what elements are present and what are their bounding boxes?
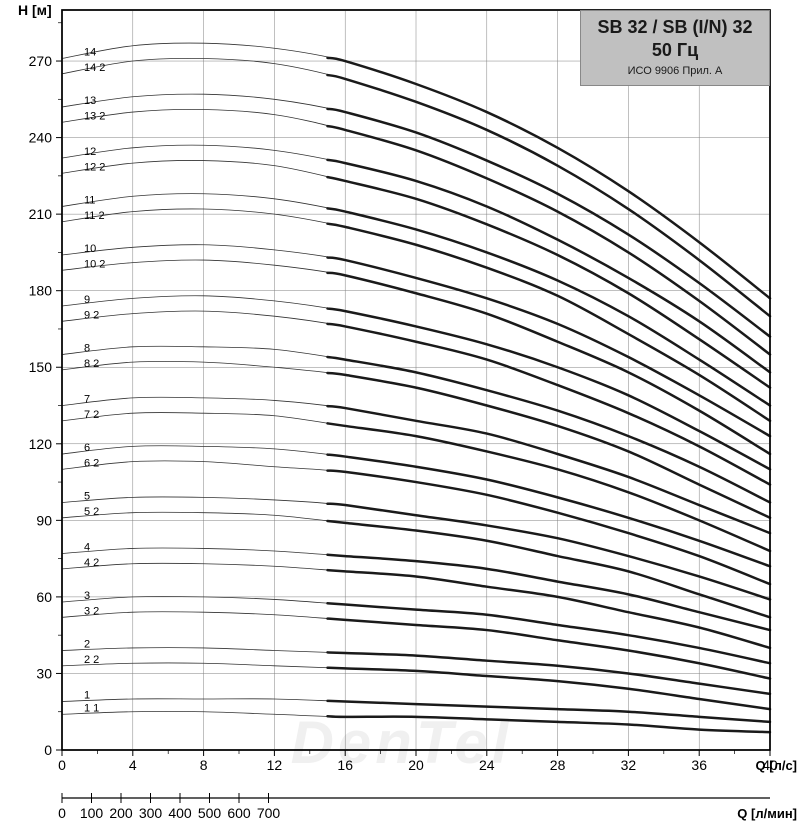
svg-text:9 2: 9 2 <box>84 309 99 321</box>
svg-text:7 2: 7 2 <box>84 409 99 421</box>
svg-text:Q [л/мин]: Q [л/мин] <box>737 806 797 821</box>
svg-text:14: 14 <box>84 46 96 58</box>
svg-text:5 2: 5 2 <box>84 506 99 518</box>
svg-text:210: 210 <box>29 206 53 222</box>
svg-text:14 2: 14 2 <box>84 62 105 74</box>
svg-text:0: 0 <box>44 742 52 758</box>
svg-text:60: 60 <box>36 589 52 605</box>
svg-text:7: 7 <box>84 394 90 406</box>
svg-text:0: 0 <box>58 757 66 773</box>
svg-text:100: 100 <box>80 805 104 821</box>
svg-text:90: 90 <box>36 512 52 528</box>
svg-text:3 2: 3 2 <box>84 605 99 617</box>
svg-text:12: 12 <box>84 146 96 158</box>
svg-text:24: 24 <box>479 757 495 773</box>
svg-text:4: 4 <box>129 757 137 773</box>
svg-text:10: 10 <box>84 243 96 255</box>
svg-text:10 2: 10 2 <box>84 258 105 270</box>
svg-text:600: 600 <box>227 805 251 821</box>
svg-text:13 2: 13 2 <box>84 110 105 122</box>
svg-text:0: 0 <box>58 805 66 821</box>
svg-text:12 2: 12 2 <box>84 161 105 173</box>
svg-text:H [м]: H [м] <box>18 2 52 18</box>
svg-text:4: 4 <box>84 542 90 554</box>
svg-text:3: 3 <box>84 590 90 602</box>
svg-text:180: 180 <box>29 283 53 299</box>
svg-text:270: 270 <box>29 53 53 69</box>
svg-text:8 2: 8 2 <box>84 358 99 370</box>
svg-text:13: 13 <box>84 95 96 107</box>
svg-text:12: 12 <box>267 757 283 773</box>
svg-text:6 2: 6 2 <box>84 457 99 469</box>
svg-text:150: 150 <box>29 359 53 375</box>
svg-text:20: 20 <box>408 757 424 773</box>
svg-text:500: 500 <box>198 805 222 821</box>
svg-text:300: 300 <box>139 805 163 821</box>
svg-text:5: 5 <box>84 490 90 502</box>
svg-text:6: 6 <box>84 442 90 454</box>
svg-text:28: 28 <box>550 757 566 773</box>
svg-text:400: 400 <box>168 805 192 821</box>
svg-text:4 2: 4 2 <box>84 557 99 569</box>
svg-text:Q [л/с]: Q [л/с] <box>756 758 797 773</box>
svg-text:240: 240 <box>29 130 53 146</box>
svg-text:11: 11 <box>84 194 95 206</box>
pump-curve-chart: 0481216202428323640030609012015018021024… <box>0 0 803 837</box>
svg-text:700: 700 <box>257 805 281 821</box>
svg-text:2: 2 <box>84 638 90 650</box>
svg-text:8: 8 <box>200 757 208 773</box>
svg-text:2 2: 2 2 <box>84 654 99 666</box>
svg-text:11 2: 11 2 <box>84 210 105 222</box>
chart-title-box: SB 32 / SB (I/N) 32 50 Гц ИСО 9906 Прил.… <box>580 10 770 86</box>
svg-text:9: 9 <box>84 294 90 306</box>
svg-text:120: 120 <box>29 436 53 452</box>
title-line2: 50 Гц <box>591 40 759 61</box>
svg-text:200: 200 <box>109 805 133 821</box>
svg-text:16: 16 <box>337 757 353 773</box>
svg-text:32: 32 <box>621 757 637 773</box>
svg-text:30: 30 <box>36 665 52 681</box>
title-line1: SB 32 / SB (I/N) 32 <box>591 17 759 38</box>
svg-text:1 1: 1 1 <box>84 702 99 714</box>
title-line3: ИСО 9906 Прил. A <box>591 65 759 77</box>
svg-text:8: 8 <box>84 342 90 354</box>
svg-text:1: 1 <box>84 690 90 702</box>
svg-text:36: 36 <box>691 757 707 773</box>
